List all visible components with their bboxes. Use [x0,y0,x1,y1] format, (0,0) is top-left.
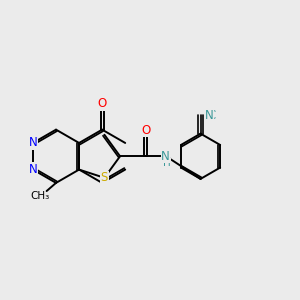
Text: H: H [163,158,171,168]
Text: N: N [161,150,170,163]
Text: CH₃: CH₃ [31,191,50,201]
Text: N: N [28,136,37,149]
Text: N: N [205,109,214,122]
Text: S: S [101,171,108,184]
Text: O: O [141,124,150,137]
Text: N: N [28,163,37,176]
Text: O: O [98,97,107,110]
Text: C: C [207,109,216,122]
